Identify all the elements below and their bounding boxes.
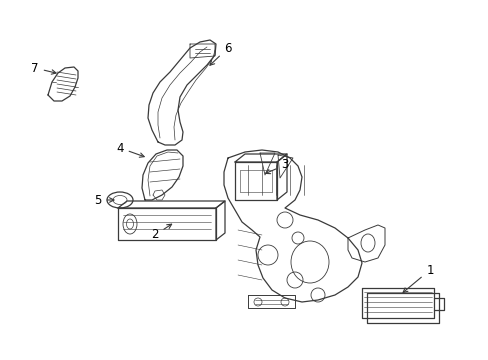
Text: 4: 4 [116,141,144,157]
Text: 1: 1 [402,264,433,292]
Text: 5: 5 [94,194,114,207]
Text: 7: 7 [31,62,56,75]
Text: 6: 6 [209,41,231,65]
Text: 3: 3 [265,158,288,174]
Text: 2: 2 [151,224,171,242]
